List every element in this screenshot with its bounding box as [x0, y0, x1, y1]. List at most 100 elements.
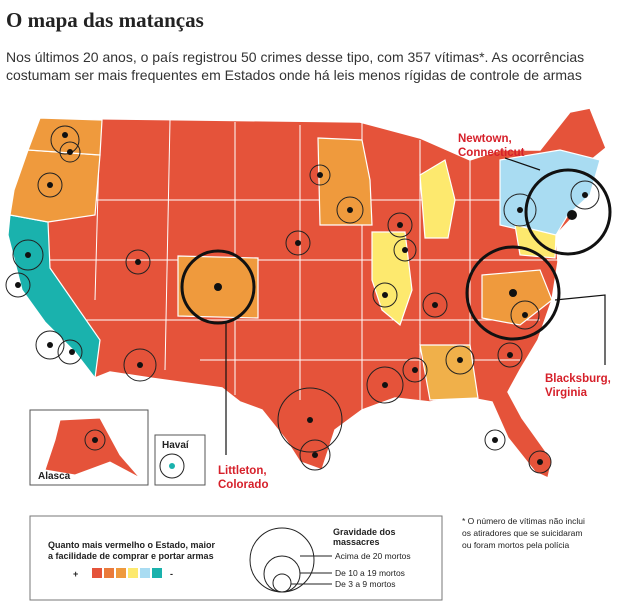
incident-dot [522, 312, 528, 318]
legend-size: De 10 a 19 mortos [335, 568, 405, 578]
incident-dot [92, 437, 98, 443]
annotation: Colorado [218, 479, 268, 491]
alaska-shape [44, 417, 141, 479]
incident-ring [285, 230, 311, 256]
callout-lines [225, 157, 606, 455]
state-minnesota [317, 137, 373, 226]
legend-size-title: Gravidade dos [333, 527, 396, 537]
incident-ring [5, 272, 31, 298]
shape [554, 294, 606, 365]
incident-dot [402, 247, 408, 253]
incident-ring [524, 168, 612, 256]
incident-ring [159, 453, 185, 479]
swatch [104, 568, 114, 578]
incident-dot [67, 149, 73, 155]
state-virginia [481, 269, 553, 326]
incident-dot [312, 452, 318, 458]
incident-ring [366, 366, 404, 404]
incident-dot [507, 352, 513, 358]
legend-size-title: massacres [333, 537, 380, 547]
incident-dot [69, 349, 75, 355]
shape [504, 157, 541, 171]
incident-rings [5, 125, 612, 474]
incident-ring [422, 292, 448, 318]
footnote: os atiradores que se suicidaram [462, 528, 582, 538]
state-lines [10, 117, 560, 410]
incident-dot [582, 192, 588, 198]
incident-dot [135, 259, 141, 265]
incident-dot [492, 437, 498, 443]
swatch [116, 568, 126, 578]
subtitle: Nos últimos 20 anos, o país registrou 50… [6, 49, 584, 65]
state-michigan [419, 159, 456, 239]
incident-ring [445, 345, 475, 375]
incident-ring [180, 249, 256, 325]
incident-dot [317, 172, 323, 178]
swatch [92, 568, 102, 578]
annotation: Newtown, [458, 133, 512, 145]
incident-ring [309, 164, 331, 186]
incident-dot [214, 283, 222, 291]
legend-size: Acima de 20 mortos [335, 551, 411, 561]
annotation: Connecticut [458, 147, 525, 159]
legend-title: a facilidade de comprar e portar armas [48, 551, 214, 561]
swatch [128, 568, 138, 578]
incident-ring [272, 573, 292, 593]
annotation: Blacksburg, [545, 373, 611, 385]
incident-dot [47, 182, 53, 188]
incident-dot [307, 417, 313, 423]
incident-dot [457, 357, 463, 363]
incident-ring [35, 330, 65, 360]
incident-ring [84, 429, 106, 451]
incident-ring [50, 125, 80, 155]
hawaii-label: Havaí [162, 440, 190, 451]
incident-ring [57, 339, 83, 365]
incident-ring [12, 239, 44, 271]
incident-dot [25, 252, 31, 258]
incident-ring [570, 180, 600, 210]
legend-plus: + [73, 569, 78, 579]
incident-dot [382, 292, 388, 298]
incident-dot [47, 342, 53, 348]
incident-ring [484, 429, 506, 451]
incident-ring [402, 357, 428, 383]
us-map [5, 107, 612, 480]
incident-ring [336, 196, 364, 224]
state-illinois [371, 231, 413, 327]
legend-title: Quanto mais vermelho o Estado, maior [48, 540, 216, 550]
incident-ring [510, 300, 540, 330]
incident-ring [503, 193, 537, 227]
title: O mapa das matanças [6, 8, 204, 32]
incident-ring [393, 238, 417, 262]
incident-ring [387, 212, 413, 238]
legend-minus: - [170, 569, 173, 579]
incident-dot [509, 289, 517, 297]
swatch [152, 568, 162, 578]
incident-ring [497, 342, 523, 368]
annotation: Virginia [545, 387, 588, 399]
footnote: * O número de vítimas não inclui [462, 516, 585, 526]
subtitle: costumam ser mais frequentes em Estados … [6, 67, 582, 83]
incident-dot [537, 459, 543, 465]
incident-ring [465, 245, 561, 341]
shape [169, 463, 175, 469]
alaska-label: Alasca [38, 471, 71, 482]
incident-ring [277, 387, 343, 453]
incident-dot [567, 210, 577, 220]
legend-box [29, 515, 443, 601]
incident-dot [137, 362, 143, 368]
incident-dot [347, 207, 353, 213]
incident-dots [15, 132, 588, 465]
incident-ring [528, 450, 552, 474]
incident-ring [299, 439, 331, 471]
incident-dot [432, 302, 438, 308]
hawaii-box [154, 434, 206, 486]
swatch [140, 568, 150, 578]
legend: Quanto mais vermelho o Estado, maior a f… [29, 515, 443, 601]
incident-ring [37, 172, 63, 198]
incident-dot [412, 367, 418, 373]
shape [10, 199, 560, 361]
incident-ring [125, 249, 151, 275]
